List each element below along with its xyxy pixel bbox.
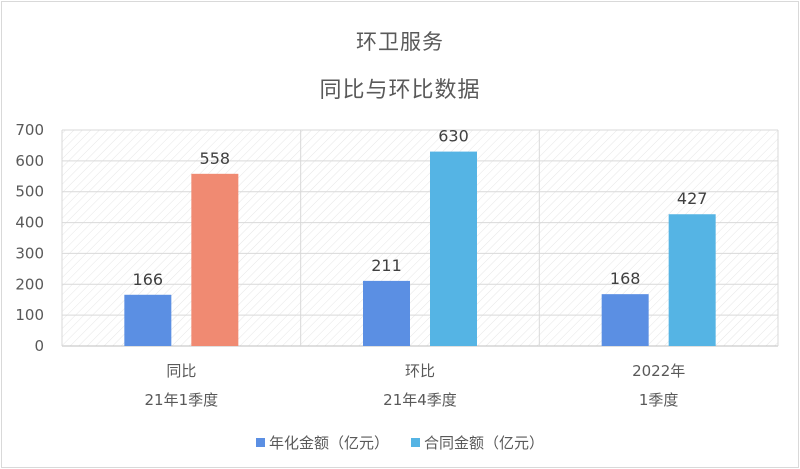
chart-title: 环卫服务 [356, 30, 444, 54]
y-tick-label: 400 [15, 214, 44, 232]
bar-series-1 [601, 294, 649, 346]
bar-series-1 [363, 280, 410, 346]
data-label: 558 [200, 149, 231, 168]
legend-swatch-series-1 [255, 438, 265, 447]
data-label: 166 [133, 270, 164, 289]
legend-label-series-2: 合同金额（亿元） [424, 434, 545, 452]
legend-label-series-1: 年化金额（亿元） [268, 434, 389, 452]
x-tick-label-line1: 2022年 [632, 362, 685, 380]
plot-area [62, 130, 778, 346]
legend-item-series-1: 年化金额（亿元） [255, 432, 389, 453]
x-tick-label-line2: 21年1季度 [145, 391, 219, 409]
chart-legend: 年化金额（亿元） 合同金额（亿元） [0, 432, 800, 453]
data-label: 211 [371, 256, 402, 275]
data-label: 427 [677, 189, 708, 208]
y-tick-label: 100 [15, 306, 44, 324]
legend-swatch-series-2 [411, 438, 420, 447]
bar-series-2 [191, 173, 239, 346]
x-tick-label-line1: 同比 [166, 362, 196, 380]
y-tick-label: 300 [15, 244, 44, 262]
y-tick-label: 700 [15, 121, 44, 139]
y-tick-label: 200 [15, 275, 44, 293]
x-tick-label-line2: 21年4季度 [383, 391, 457, 409]
legend-item-series-2: 合同金额（亿元） [411, 432, 544, 453]
x-tick-label-line2: 1季度 [639, 391, 679, 409]
y-tick-label: 600 [15, 152, 44, 170]
data-label: 168 [610, 269, 641, 288]
chart-subtitle: 同比与环比数据 [319, 78, 481, 103]
bar-series-2 [430, 151, 477, 346]
y-tick-label: 500 [15, 183, 44, 201]
x-tick-label-line1: 环比 [405, 362, 435, 380]
y-tick-label: 0 [34, 337, 44, 355]
bar-series-1 [124, 294, 172, 346]
data-label: 630 [438, 127, 469, 146]
bar-series-2 [668, 214, 716, 346]
